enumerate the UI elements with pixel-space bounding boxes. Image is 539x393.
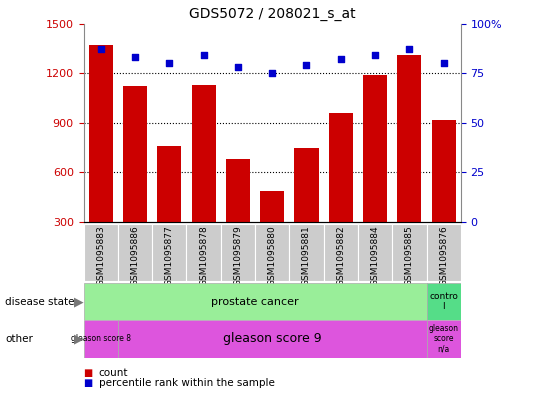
Text: other: other bbox=[5, 334, 33, 344]
Title: GDS5072 / 208021_s_at: GDS5072 / 208021_s_at bbox=[189, 7, 356, 21]
Text: gleason
score
n/a: gleason score n/a bbox=[429, 324, 459, 354]
Bar bbox=[118, 320, 426, 358]
Bar bbox=[123, 86, 147, 272]
Bar bbox=[157, 146, 181, 272]
Point bbox=[371, 52, 379, 59]
Text: prostate cancer: prostate cancer bbox=[211, 297, 299, 307]
Bar bbox=[294, 148, 319, 272]
Bar bbox=[221, 224, 255, 281]
Point bbox=[302, 62, 311, 68]
Text: GSM1095886: GSM1095886 bbox=[130, 226, 140, 286]
Bar bbox=[426, 320, 461, 358]
Bar bbox=[260, 191, 284, 272]
Text: GSM1095883: GSM1095883 bbox=[96, 226, 105, 286]
Text: ■: ■ bbox=[84, 368, 93, 378]
Text: GSM1095880: GSM1095880 bbox=[268, 226, 277, 286]
Bar bbox=[289, 224, 323, 281]
Text: GSM1095885: GSM1095885 bbox=[405, 226, 414, 286]
Point bbox=[130, 54, 139, 61]
Bar bbox=[186, 224, 221, 281]
Bar bbox=[84, 224, 118, 281]
Text: count: count bbox=[99, 368, 128, 378]
Text: gleason score 8: gleason score 8 bbox=[71, 334, 130, 343]
Bar bbox=[358, 224, 392, 281]
Bar bbox=[426, 283, 461, 320]
Bar bbox=[84, 320, 118, 358]
Bar bbox=[329, 113, 353, 272]
Bar bbox=[397, 55, 421, 272]
Text: ▶: ▶ bbox=[74, 295, 84, 308]
Bar bbox=[323, 224, 358, 281]
Bar bbox=[392, 224, 426, 281]
Bar bbox=[226, 159, 250, 272]
Text: percentile rank within the sample: percentile rank within the sample bbox=[99, 378, 274, 388]
Point bbox=[96, 46, 105, 53]
Text: gleason score 9: gleason score 9 bbox=[223, 332, 321, 345]
Text: ▶: ▶ bbox=[74, 332, 84, 345]
Point bbox=[336, 56, 345, 62]
Point bbox=[268, 70, 277, 76]
Text: GSM1095876: GSM1095876 bbox=[439, 226, 448, 286]
Bar bbox=[118, 224, 152, 281]
Point bbox=[165, 60, 174, 66]
Point bbox=[405, 46, 414, 53]
Text: GSM1095884: GSM1095884 bbox=[371, 226, 379, 286]
Text: GSM1095882: GSM1095882 bbox=[336, 226, 345, 286]
Bar bbox=[363, 75, 387, 272]
Text: GSM1095879: GSM1095879 bbox=[233, 226, 243, 286]
Bar bbox=[89, 45, 113, 272]
Text: GSM1095877: GSM1095877 bbox=[165, 226, 174, 286]
Bar bbox=[432, 119, 455, 272]
Text: GSM1095878: GSM1095878 bbox=[199, 226, 208, 286]
Bar bbox=[426, 224, 461, 281]
Point bbox=[199, 52, 208, 59]
Text: ■: ■ bbox=[84, 378, 93, 388]
Point bbox=[233, 64, 242, 70]
Bar bbox=[191, 85, 216, 272]
Bar bbox=[255, 224, 289, 281]
Bar bbox=[152, 224, 186, 281]
Text: GSM1095881: GSM1095881 bbox=[302, 226, 311, 286]
Point bbox=[439, 60, 448, 66]
Text: disease state: disease state bbox=[5, 297, 75, 307]
Text: contro
l: contro l bbox=[429, 292, 458, 311]
